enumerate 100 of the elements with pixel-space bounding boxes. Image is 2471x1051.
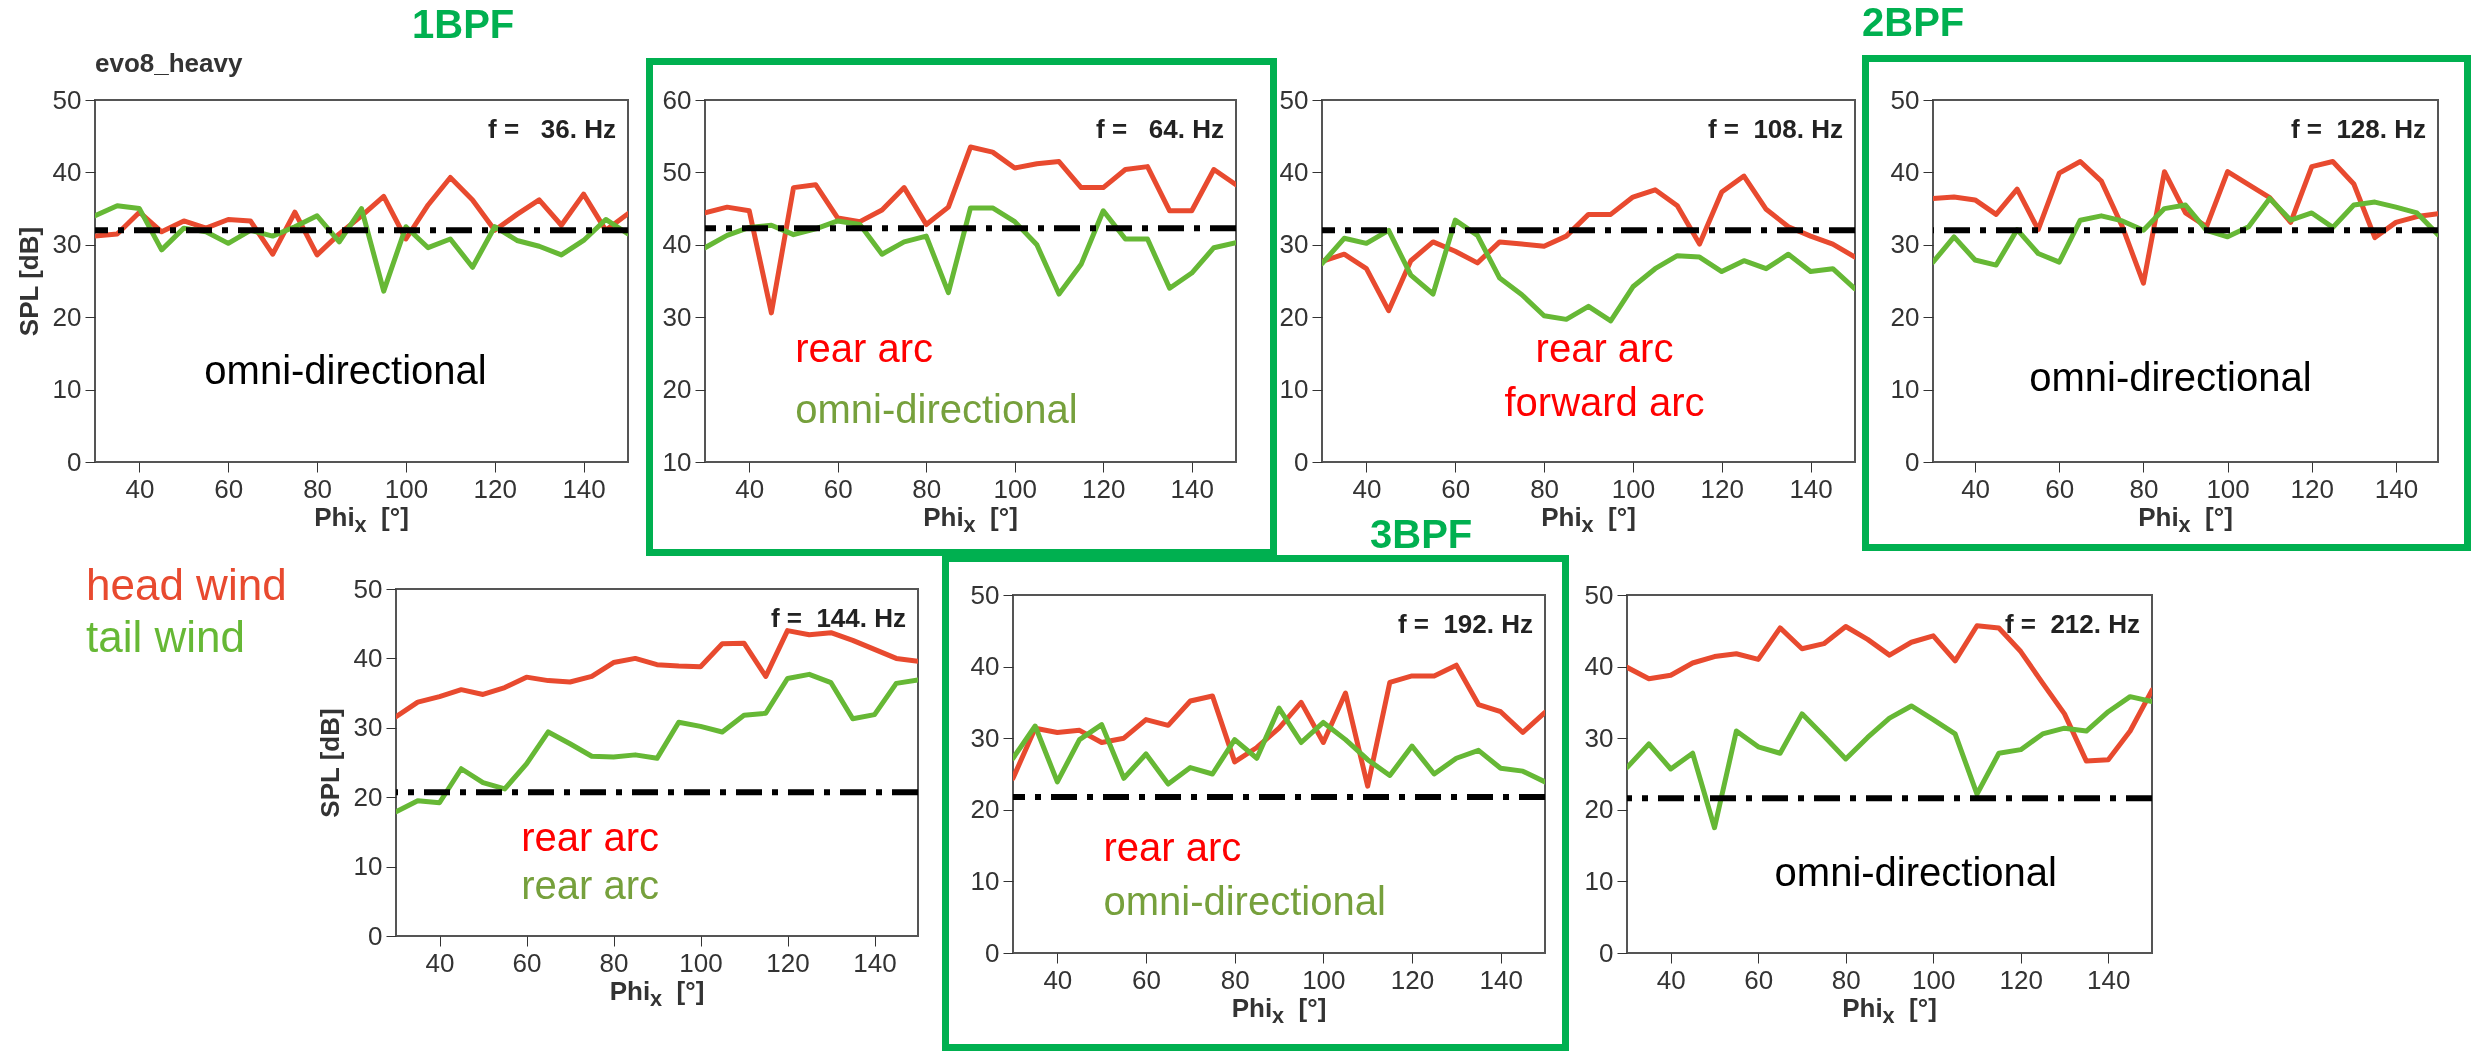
y-tick-label: 40: [353, 642, 383, 673]
annotation: omni-directional: [795, 387, 1078, 432]
annotation: omni-directional: [2029, 354, 2312, 399]
y-tick-label: 10: [1584, 865, 1614, 896]
y-tick-label: 0: [368, 920, 383, 951]
x-tick-label: 40: [425, 947, 455, 978]
x-tick-label: 80: [1831, 964, 1861, 995]
x-tick-label: 140: [1789, 473, 1833, 504]
y-tick-label: 10: [353, 851, 383, 882]
x-tick-label: 120: [2290, 473, 2334, 504]
y-tick-label: 20: [1890, 301, 1920, 332]
y-tick-label: 30: [1279, 229, 1309, 260]
x-tick-label: 140: [2087, 964, 2131, 995]
x-tick-label: 60: [1441, 473, 1471, 504]
x-tick-label: 80: [2129, 473, 2159, 504]
x-tick-label: 120: [766, 947, 810, 978]
annotation: f = 108. Hz: [1707, 114, 1843, 144]
y-tick-label: 20: [970, 794, 1000, 825]
x-tick-label: 100: [1611, 473, 1656, 504]
annotation: rear arc: [1103, 825, 1242, 870]
x-tick-label: 140: [1479, 964, 1523, 995]
y-tick-label: 40: [1279, 156, 1309, 187]
x-tick-label: 100: [2206, 473, 2250, 504]
x-tick-label: 80: [1530, 473, 1560, 504]
y-tick-label: 20: [1584, 794, 1614, 825]
y-tick-label: 10: [662, 446, 692, 477]
x-tick-label: 140: [562, 473, 606, 504]
y-tick-label: 20: [52, 301, 82, 332]
y-tick-label: 40: [1890, 156, 1920, 187]
annotation: rear arc: [521, 814, 660, 859]
chart-title: evo8_heavy: [95, 48, 243, 78]
y-tick-label: 50: [970, 579, 1000, 610]
y-tick-label: 50: [353, 573, 383, 604]
text: 2BPF: [1862, 0, 1965, 45]
y-tick-label: 50: [1890, 84, 1920, 115]
x-tick-label: 40: [735, 473, 765, 504]
y-tick-label: 50: [52, 84, 82, 115]
x-tick-label: 40: [1043, 964, 1073, 995]
y-tick-label: 30: [662, 301, 692, 332]
y-tick-label: 30: [1584, 722, 1614, 753]
x-axis-title: Phi$_{x}$ [°]: [1541, 502, 1636, 538]
x-tick-label: 100: [1302, 964, 1346, 995]
x-tick-label: 140: [2374, 473, 2419, 504]
annotation: f = 36. Hz: [488, 114, 616, 144]
y-tick-label: 50: [662, 156, 692, 187]
x-axis-title: Phi$_{x}$ [°]: [608, 976, 706, 1013]
x-axis-title: Phi$_{x}$ [°]: [2137, 502, 2234, 539]
annotation: f = 64. Hz: [1096, 114, 1224, 144]
y-tick-label: 10: [1890, 374, 1920, 405]
y-tick-label: 40: [662, 229, 692, 260]
y-tick-label: 20: [1279, 301, 1309, 332]
annotation: rear arc: [521, 863, 660, 908]
text: tail wind: [86, 611, 246, 663]
y-tick-label: 30: [52, 229, 82, 260]
annotation: f = 192. Hz: [1397, 609, 1533, 639]
x-tick-label: 60: [823, 473, 853, 504]
x-tick-label: 80: [912, 473, 942, 504]
x-tick-label: 80: [599, 947, 629, 978]
y-tick-label: 50: [1584, 579, 1614, 610]
y-tick-label: 0: [1294, 446, 1309, 477]
x-tick-label: 80: [303, 473, 333, 504]
y-tick-label: 30: [970, 722, 1000, 753]
y-tick-label: 20: [662, 374, 692, 405]
y-tick-label: 30: [1890, 229, 1920, 260]
x-tick-label: 40: [1961, 473, 1991, 504]
x-tick-label: 120: [1700, 473, 1744, 504]
x-tick-label: 120: [1082, 473, 1126, 504]
x-axis-title: Phi$_{x}$ [°]: [313, 502, 410, 539]
annotation: omni-directional: [204, 347, 487, 392]
annotation: rear arc: [1535, 325, 1674, 370]
annotation: rear arc: [795, 325, 934, 370]
y-tick-label: 40: [970, 651, 1000, 682]
x-axis-title: Phi$_{x}$ [°]: [1841, 993, 1938, 1030]
x-tick-label: 120: [1999, 964, 2043, 995]
annotation: forward arc: [1504, 380, 1705, 425]
text: 3BPF: [1370, 512, 1473, 557]
x-axis-title: Phi$_{x}$ [°]: [1230, 993, 1328, 1030]
y-tick-label: 0: [985, 937, 1000, 968]
annotation: f = 144. Hz: [770, 603, 906, 633]
x-tick-label: 100: [679, 947, 723, 978]
x-tick-label: 140: [1170, 473, 1214, 504]
y-tick-label: 10: [1279, 374, 1309, 405]
y-tick-label: 50: [1279, 84, 1309, 115]
x-tick-label: 60: [214, 473, 244, 504]
x-tick-label: 60: [1132, 964, 1161, 995]
y-tick-label: 20: [353, 781, 383, 812]
y-tick-label: 10: [52, 374, 82, 405]
y-axis-title: SPL [dB]: [314, 708, 345, 818]
text: 1BPF: [412, 2, 515, 47]
y-tick-label: 10: [970, 865, 1000, 896]
text: head wind: [86, 559, 287, 611]
x-tick-label: 60: [1744, 964, 1774, 995]
x-tick-label: 80: [1220, 964, 1250, 995]
y-tick-label: 40: [1584, 651, 1614, 682]
annotation: omni-directional: [1103, 878, 1386, 923]
y-tick-label: 30: [353, 712, 383, 743]
x-tick-label: 120: [473, 473, 517, 504]
x-tick-label: 100: [1912, 964, 1956, 995]
y-axis-title: SPL [dB]: [13, 226, 44, 337]
x-axis-title: Phi$_{x}$ [°]: [922, 502, 1019, 539]
